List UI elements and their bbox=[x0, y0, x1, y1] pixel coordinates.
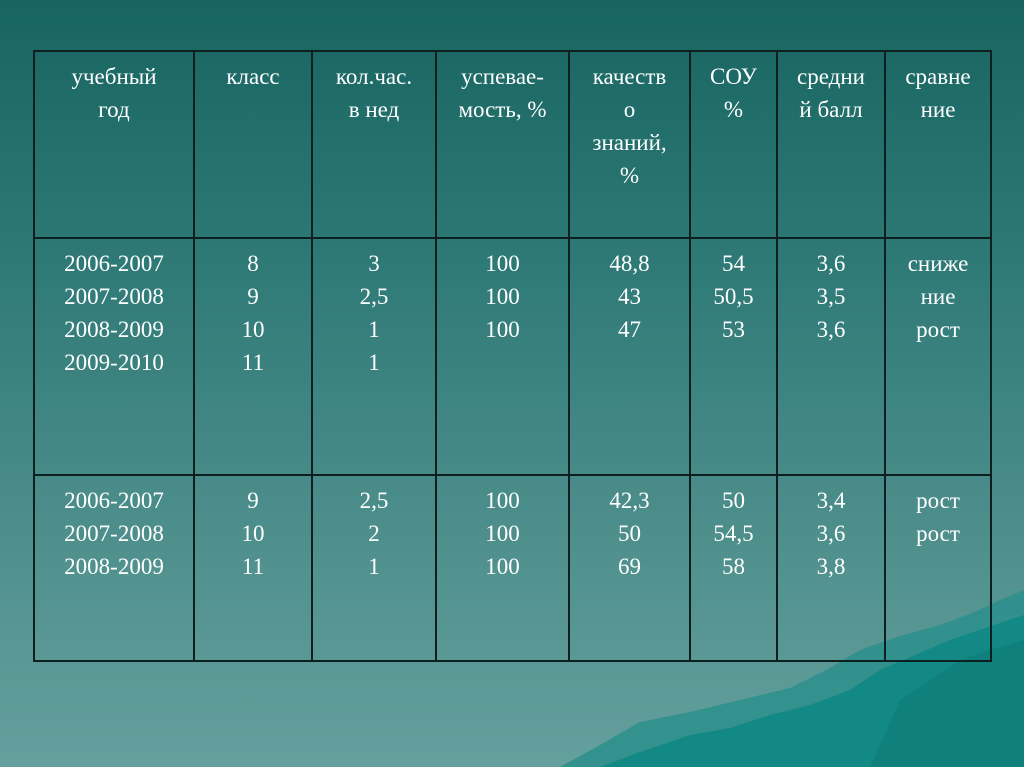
cell-comparison: сниже ние рост bbox=[884, 237, 992, 476]
cell-year: 2006-2007 2007-2008 2008-2009 bbox=[33, 474, 195, 662]
cell-success: 100 100 100 bbox=[435, 237, 570, 476]
header-average-score: средни й балл bbox=[776, 50, 886, 239]
table-header-row: учебный год класс кол.час. в нед успевае… bbox=[33, 50, 992, 239]
header-success-rate: успевае- мость, % bbox=[435, 50, 570, 239]
table-row: 2006-2007 2007-2008 2008-2009 9 10 11 2,… bbox=[33, 474, 992, 662]
header-sou: СОУ % bbox=[689, 50, 778, 239]
cell-year: 2006-2007 2007-2008 2008-2009 2009-2010 bbox=[33, 237, 195, 476]
cell-grade: 9 10 11 bbox=[193, 474, 313, 662]
cell-hours: 2,5 2 1 bbox=[311, 474, 437, 662]
cell-sou: 54 50,5 53 bbox=[689, 237, 778, 476]
cell-hours: 3 2,5 1 1 bbox=[311, 237, 437, 476]
cell-grade: 8 9 10 11 bbox=[193, 237, 313, 476]
header-hours-per-week: кол.час. в нед bbox=[311, 50, 437, 239]
table-row: 2006-2007 2007-2008 2008-2009 2009-2010 … bbox=[33, 237, 992, 476]
cell-comparison: рост рост bbox=[884, 474, 992, 662]
cell-quality: 42,3 50 69 bbox=[568, 474, 691, 662]
cell-average: 3,6 3,5 3,6 bbox=[776, 237, 886, 476]
cell-success: 100 100 100 bbox=[435, 474, 570, 662]
cell-sou: 50 54,5 58 bbox=[689, 474, 778, 662]
header-grade: класс bbox=[193, 50, 313, 239]
header-academic-year: учебный год bbox=[33, 50, 195, 239]
mountain-highlight-shape bbox=[870, 640, 1024, 767]
statistics-table: учебный год класс кол.час. в нед успевае… bbox=[33, 50, 992, 662]
header-quality-of-knowledge: качеств о знаний, % bbox=[568, 50, 691, 239]
header-comparison: сравне ние bbox=[884, 50, 992, 239]
cell-quality: 48,8 43 47 bbox=[568, 237, 691, 476]
cell-average: 3,4 3,6 3,8 bbox=[776, 474, 886, 662]
